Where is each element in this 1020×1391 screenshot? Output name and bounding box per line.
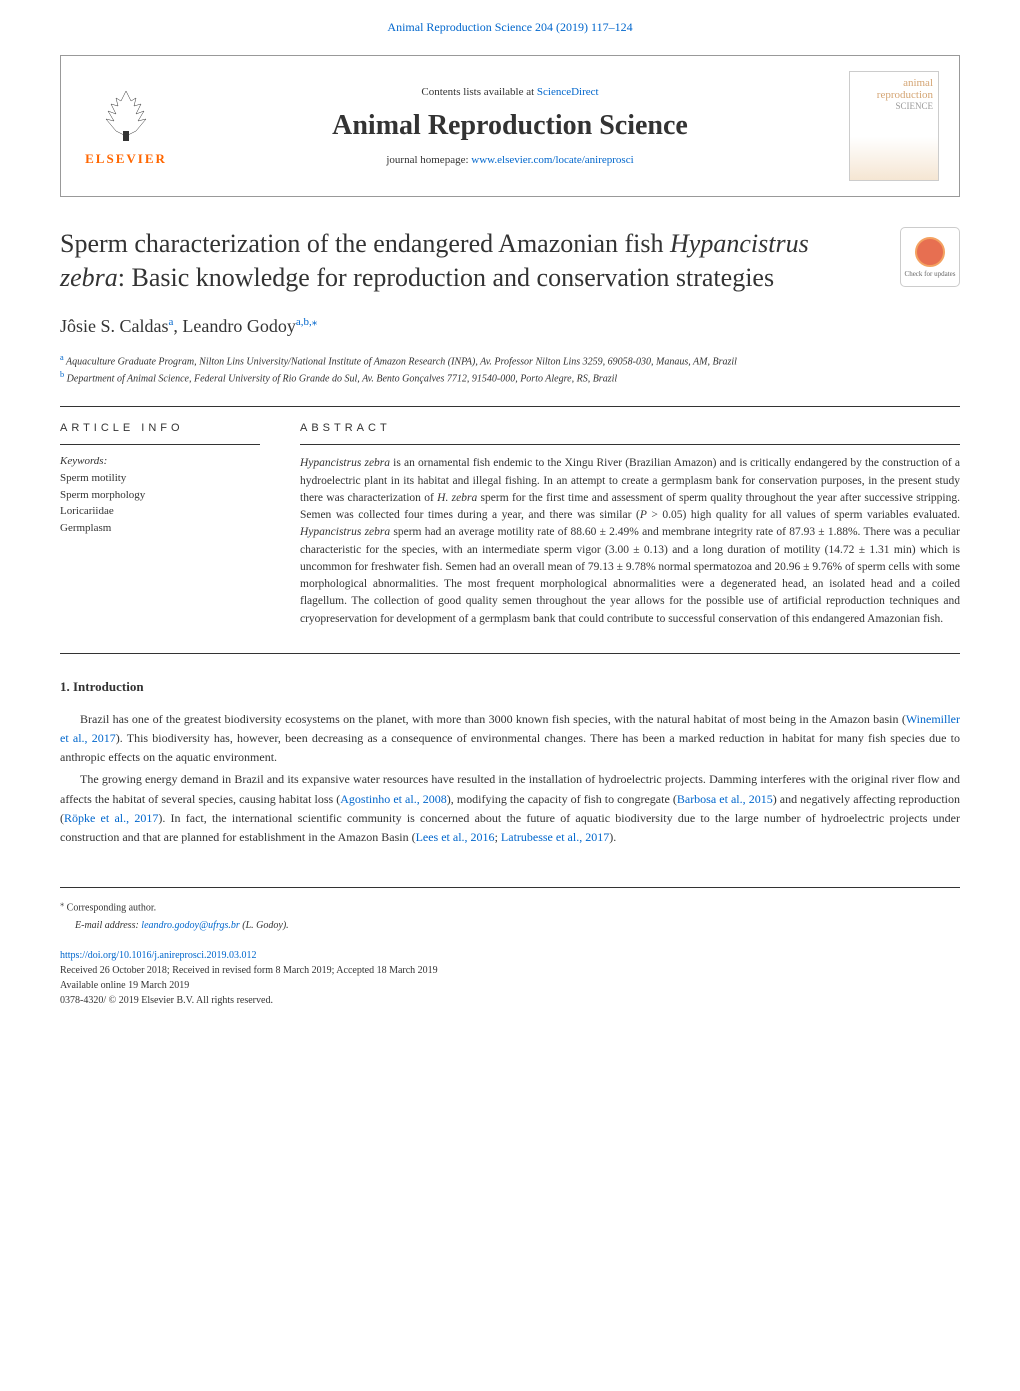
- authors-list: Jôsie S. Caldasa, Leandro Godoya,b,⁎: [60, 315, 960, 337]
- elsevier-logo: ELSEVIER: [81, 81, 171, 171]
- citation-link[interactable]: Latrubesse et al., 2017: [501, 830, 609, 844]
- abstract-column: ABSTRACT Hypancistrus zebra is an orname…: [300, 422, 960, 628]
- citation-link[interactable]: Agostinho et al., 2008: [340, 792, 447, 806]
- author-2: Leandro Godoy: [182, 316, 295, 336]
- keyword-item: Sperm motility: [60, 470, 260, 487]
- author-1-affiliation[interactable]: a: [169, 316, 174, 328]
- copyright-text: 0378-4320/ © 2019 Elsevier B.V. All righ…: [60, 993, 960, 1008]
- abstract-text: Hypancistrus zebra is an ornamental fish…: [300, 455, 960, 628]
- citation-link[interactable]: Animal Reproduction Science 204 (2019) 1…: [387, 20, 632, 34]
- article-info-heading: ARTICLE INFO: [60, 422, 260, 434]
- check-updates-badge[interactable]: Check for updates: [900, 227, 960, 287]
- contents-available-label: Contents lists available at ScienceDirec…: [171, 86, 849, 98]
- header-center: Contents lists available at ScienceDirec…: [171, 86, 849, 166]
- corresponding-author: ⁎ Corresponding author.: [60, 898, 960, 915]
- introduction-heading: 1. Introduction: [60, 679, 960, 695]
- keyword-item: Sperm morphology: [60, 487, 260, 504]
- citation-link[interactable]: Lees et al., 2016: [416, 830, 495, 844]
- article-title: Sperm characterization of the endangered…: [60, 227, 880, 295]
- affiliation-a: a Aquaculture Graduate Program, Nilton L…: [60, 352, 960, 369]
- cover-text-animal: animal: [903, 77, 933, 89]
- title-row: Sperm characterization of the endangered…: [60, 227, 960, 295]
- journal-title: Animal Reproduction Science: [171, 110, 849, 142]
- keyword-item: Germplasm: [60, 520, 260, 537]
- article-footer: ⁎ Corresponding author. E-mail address: …: [60, 887, 960, 1008]
- author-1: Jôsie S. Caldas: [60, 316, 169, 336]
- email-link[interactable]: leandro.godoy@ufrgs.br: [141, 920, 239, 931]
- cover-text-science: SCIENCE: [895, 101, 933, 111]
- available-date: Available online 19 March 2019: [60, 978, 960, 993]
- journal-cover-thumbnail: animal reproduction SCIENCE: [849, 71, 939, 181]
- journal-homepage-link[interactable]: www.elsevier.com/locate/anireprosci: [471, 154, 633, 166]
- journal-citation-header: Animal Reproduction Science 204 (2019) 1…: [0, 0, 1020, 45]
- doi-link[interactable]: https://doi.org/10.1016/j.anireprosci.20…: [60, 950, 256, 961]
- citation-link[interactable]: Röpke et al., 2017: [64, 811, 158, 825]
- received-dates: Received 26 October 2018; Received in re…: [60, 963, 960, 978]
- email-line: E-mail address: leandro.godoy@ufrgs.br (…: [60, 918, 960, 933]
- author-2-affiliation[interactable]: a,b,: [296, 316, 312, 328]
- info-abstract-section: ARTICLE INFO Keywords: Sperm motility Sp…: [60, 406, 960, 654]
- keyword-item: Loricariidae: [60, 503, 260, 520]
- elsevier-brand-text: ELSEVIER: [85, 151, 167, 167]
- journal-homepage-label: journal homepage: www.elsevier.com/locat…: [171, 154, 849, 166]
- corresponding-mark[interactable]: ⁎: [312, 316, 318, 328]
- check-updates-icon: [915, 237, 945, 267]
- cover-text-reproduction: reproduction: [877, 89, 933, 101]
- intro-paragraph-2: The growing energy demand in Brazil and …: [60, 770, 960, 847]
- abstract-heading: ABSTRACT: [300, 422, 960, 434]
- keywords-list: Sperm motility Sperm morphology Loricari…: [60, 470, 260, 536]
- keywords-label: Keywords:: [60, 455, 260, 467]
- doi-section: https://doi.org/10.1016/j.anireprosci.20…: [60, 948, 960, 1008]
- article-content: Sperm characterization of the endangered…: [0, 227, 1020, 1008]
- intro-paragraph-1: Brazil has one of the greatest biodivers…: [60, 710, 960, 768]
- sciencedirect-link[interactable]: ScienceDirect: [537, 86, 599, 98]
- elsevier-tree-icon: [96, 86, 156, 146]
- article-info-column: ARTICLE INFO Keywords: Sperm motility Sp…: [60, 422, 260, 628]
- journal-header-box: ELSEVIER Contents lists available at Sci…: [60, 55, 960, 197]
- affiliations: a Aquaculture Graduate Program, Nilton L…: [60, 352, 960, 387]
- citation-link[interactable]: Barbosa et al., 2015: [677, 792, 773, 806]
- affiliation-b: b Department of Animal Science, Federal …: [60, 369, 960, 386]
